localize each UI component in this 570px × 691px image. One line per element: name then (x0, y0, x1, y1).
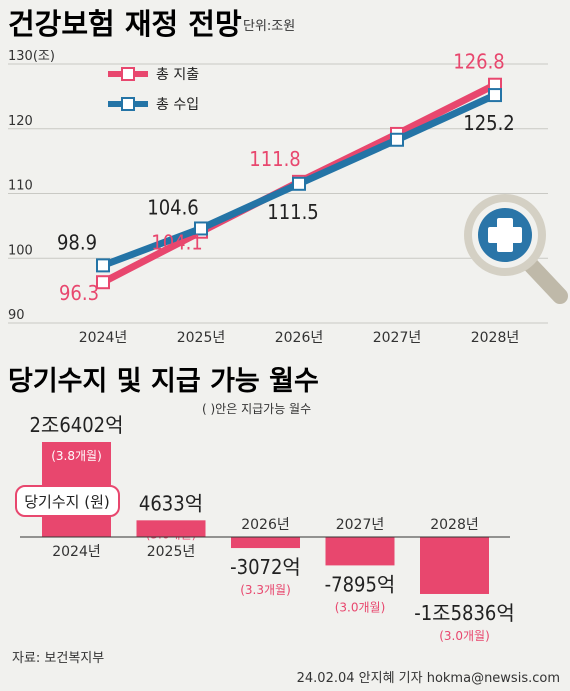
legend-swatch-marker (121, 67, 135, 81)
y-tick-label: 100 (8, 243, 33, 258)
bar-value-label: 4633억 (139, 491, 203, 515)
line-chart-y-ticks: 90 100 110 120 130(조) (8, 49, 55, 323)
magnifier-health-icon (464, 194, 568, 304)
income-marker (194, 221, 208, 236)
expense-marker (96, 275, 110, 290)
bar-value-label: -7895억 (325, 572, 396, 596)
bar-category-label: 2025년 (147, 544, 196, 560)
income-value-label: 111.5 (267, 200, 319, 224)
expense-value-label: 126.8 (453, 50, 505, 74)
y-tick-label: 90 (8, 308, 25, 323)
income-marker (390, 132, 404, 147)
x-tick-label: 2024년 (79, 330, 128, 346)
bar-category-label: 2028년 (430, 517, 479, 533)
bar-category-label: 2024년 (52, 544, 101, 560)
income-value-label: 125.2 (463, 111, 515, 135)
bar-chart-title: 당기수지 및 지급 가능 월수 (8, 366, 319, 397)
x-tick-label: 2027년 (373, 330, 422, 346)
expense-value-label: 111.8 (249, 147, 301, 171)
income-value-label: 98.9 (57, 230, 97, 254)
page-title: 건강보험 재정 전망 (8, 7, 242, 41)
income-marker (292, 176, 306, 191)
credit-text: 24.02.04 안지혜 기자 hokma@newsis.com (297, 671, 560, 686)
income-marker (96, 258, 110, 273)
legend-swatch-marker (121, 97, 135, 111)
line-chart-data-labels: 96.3 104.1 111.8 126.8 98.9 104.6 111.5 125.2 (57, 50, 515, 305)
income-marker (488, 88, 502, 103)
bar-legend-label: 당기수지 (원) (24, 493, 109, 511)
bar (231, 537, 300, 549)
bar-value-label: 2조6402억 (29, 413, 123, 437)
y-tick-label: 110 (8, 179, 33, 194)
bar-value-label: -3072억 (230, 555, 301, 579)
source-text: 자료: 보건복지부 (12, 651, 104, 666)
bar-months-label: (3.0개월) (335, 600, 386, 614)
bar-category-label: 2026년 (241, 517, 290, 533)
y-tick-label: 130(조) (8, 49, 55, 64)
x-tick-label: 2028년 (471, 330, 520, 346)
line-chart-markers (96, 77, 502, 290)
unit-label: 단위:조원 (243, 19, 295, 34)
bar-category-label: 2027년 (336, 517, 385, 533)
line-chart-x-ticks: 2024년 2025년 2026년 2027년 2028년 (79, 330, 520, 346)
bar-months-label: (3.8개월) (51, 449, 102, 463)
x-tick-label: 2026년 (275, 330, 324, 346)
y-tick-label: 120 (8, 114, 33, 129)
line-chart-legend: 총 지출총 수입 (108, 67, 199, 113)
bar-value-label: -1조5836억 (414, 601, 515, 625)
income-value-label: 104.6 (147, 195, 199, 219)
expense-value-label: 96.3 (59, 281, 99, 305)
bar (136, 520, 206, 537)
bar (325, 537, 395, 566)
expense-value-label: 104.1 (151, 231, 203, 255)
bar-chart-note: ( )안은 지급가능 월수 (202, 402, 311, 416)
bar-months-label: (3.6개월) (146, 527, 197, 541)
bar (420, 537, 489, 594)
legend-label: 총 수입 (156, 97, 199, 113)
bar-legend: 당기수지 (원) (15, 485, 120, 517)
bar-chart-labels: 2조6402억 (3.8개월) 2024년 4633억 (3.6개월) 2025년 2026… (29, 413, 514, 643)
x-tick-label: 2025년 (177, 330, 226, 346)
bar-months-label: (3.3개월) (240, 583, 291, 597)
legend-label: 총 지출 (156, 67, 199, 83)
bar-months-label: (3.0개월) (439, 629, 490, 643)
bar-chart: 2조6402억 (3.8개월) 2024년 4633억 (3.6개월) 2025년 2026… (29, 413, 514, 643)
